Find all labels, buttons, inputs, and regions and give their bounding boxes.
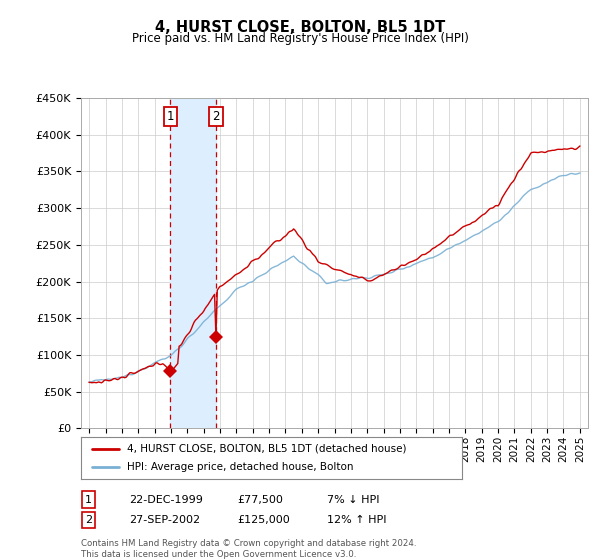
- Text: £77,500: £77,500: [237, 494, 283, 505]
- Text: £125,000: £125,000: [237, 515, 290, 525]
- Text: 4, HURST CLOSE, BOLTON, BL5 1DT: 4, HURST CLOSE, BOLTON, BL5 1DT: [155, 20, 445, 35]
- Text: 4, HURST CLOSE, BOLTON, BL5 1DT (detached house): 4, HURST CLOSE, BOLTON, BL5 1DT (detache…: [127, 444, 406, 454]
- Text: 7% ↓ HPI: 7% ↓ HPI: [327, 494, 380, 505]
- Text: 1: 1: [85, 494, 92, 505]
- Text: Price paid vs. HM Land Registry's House Price Index (HPI): Price paid vs. HM Land Registry's House …: [131, 32, 469, 45]
- Text: 2: 2: [85, 515, 92, 525]
- Text: 1: 1: [167, 110, 174, 123]
- Text: 2: 2: [212, 110, 220, 123]
- Text: Contains HM Land Registry data © Crown copyright and database right 2024.
This d: Contains HM Land Registry data © Crown c…: [81, 539, 416, 559]
- Text: 22-DEC-1999: 22-DEC-1999: [129, 494, 203, 505]
- Bar: [170, 98, 216, 428]
- Text: 27-SEP-2002: 27-SEP-2002: [129, 515, 200, 525]
- Text: HPI: Average price, detached house, Bolton: HPI: Average price, detached house, Bolt…: [127, 462, 353, 472]
- Text: 12% ↑ HPI: 12% ↑ HPI: [327, 515, 386, 525]
